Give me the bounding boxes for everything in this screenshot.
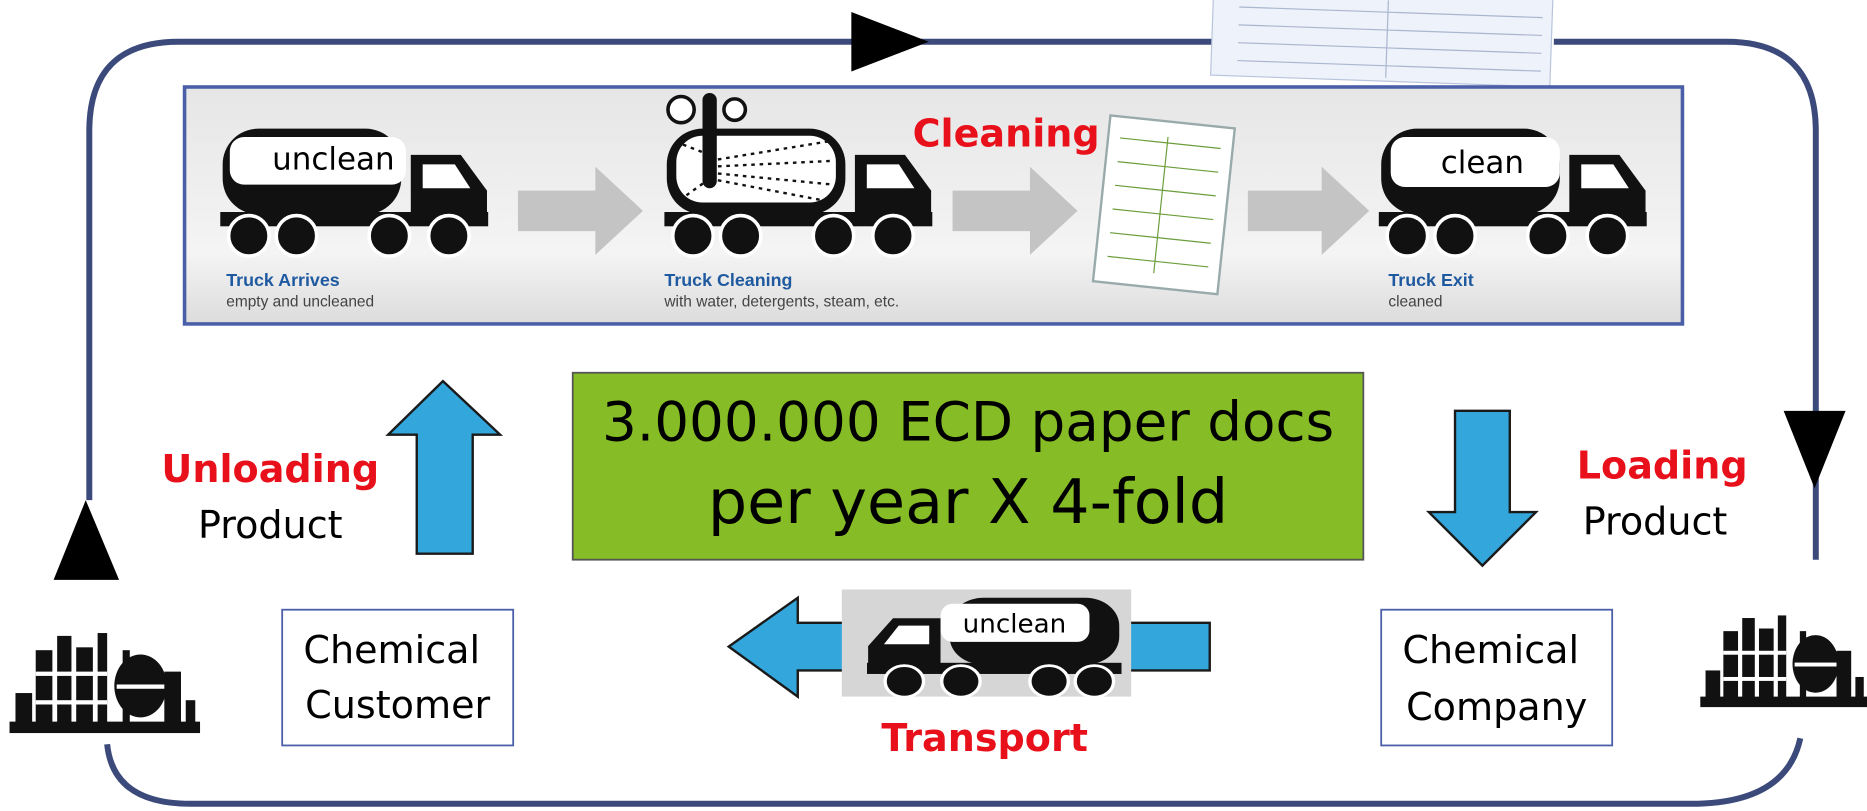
document-image [1211,0,1554,87]
tank-label: unclean [963,610,1067,640]
transport-label: Transport [881,716,1088,760]
step-caption: cleaned [1388,294,1442,311]
box-text: Chemical [1402,628,1579,672]
unloading-keyword: Unloading [161,447,379,491]
flow-arrow [54,500,119,580]
tank-label: clean [1441,145,1524,181]
box-text: Chemical [303,628,480,672]
cleaning-label: Cleaning [913,111,1100,155]
step-title: Truck Cleaning [664,270,792,290]
step-title: Truck Arrives [226,270,340,290]
flow-arrow [851,12,928,72]
unloading-word: Product [198,503,343,547]
step-caption: empty and uncleaned [226,294,374,311]
box-text: Company [1406,685,1587,729]
tank-label: unclean [272,141,394,177]
factory-icon [10,633,201,733]
center-text: 3.000.000 ECD paper docs [602,389,1334,453]
unloading-arrow [388,381,500,554]
factory-icon [1700,615,1867,707]
diagram: unclean Truck Arrives empty and uncleane… [0,0,1867,811]
center-text: per year X 4-fold [708,466,1228,538]
loading-keyword: Loading [1577,444,1748,488]
flow-arrow [1784,411,1846,488]
step-caption: with water, detergents, steam, etc. [663,294,899,311]
step-title: Truck Exit [1388,270,1473,290]
loading-arrow [1429,411,1536,566]
loading-word: Product [1583,499,1728,543]
box-text: Customer [305,683,490,727]
document-image [1093,115,1235,294]
